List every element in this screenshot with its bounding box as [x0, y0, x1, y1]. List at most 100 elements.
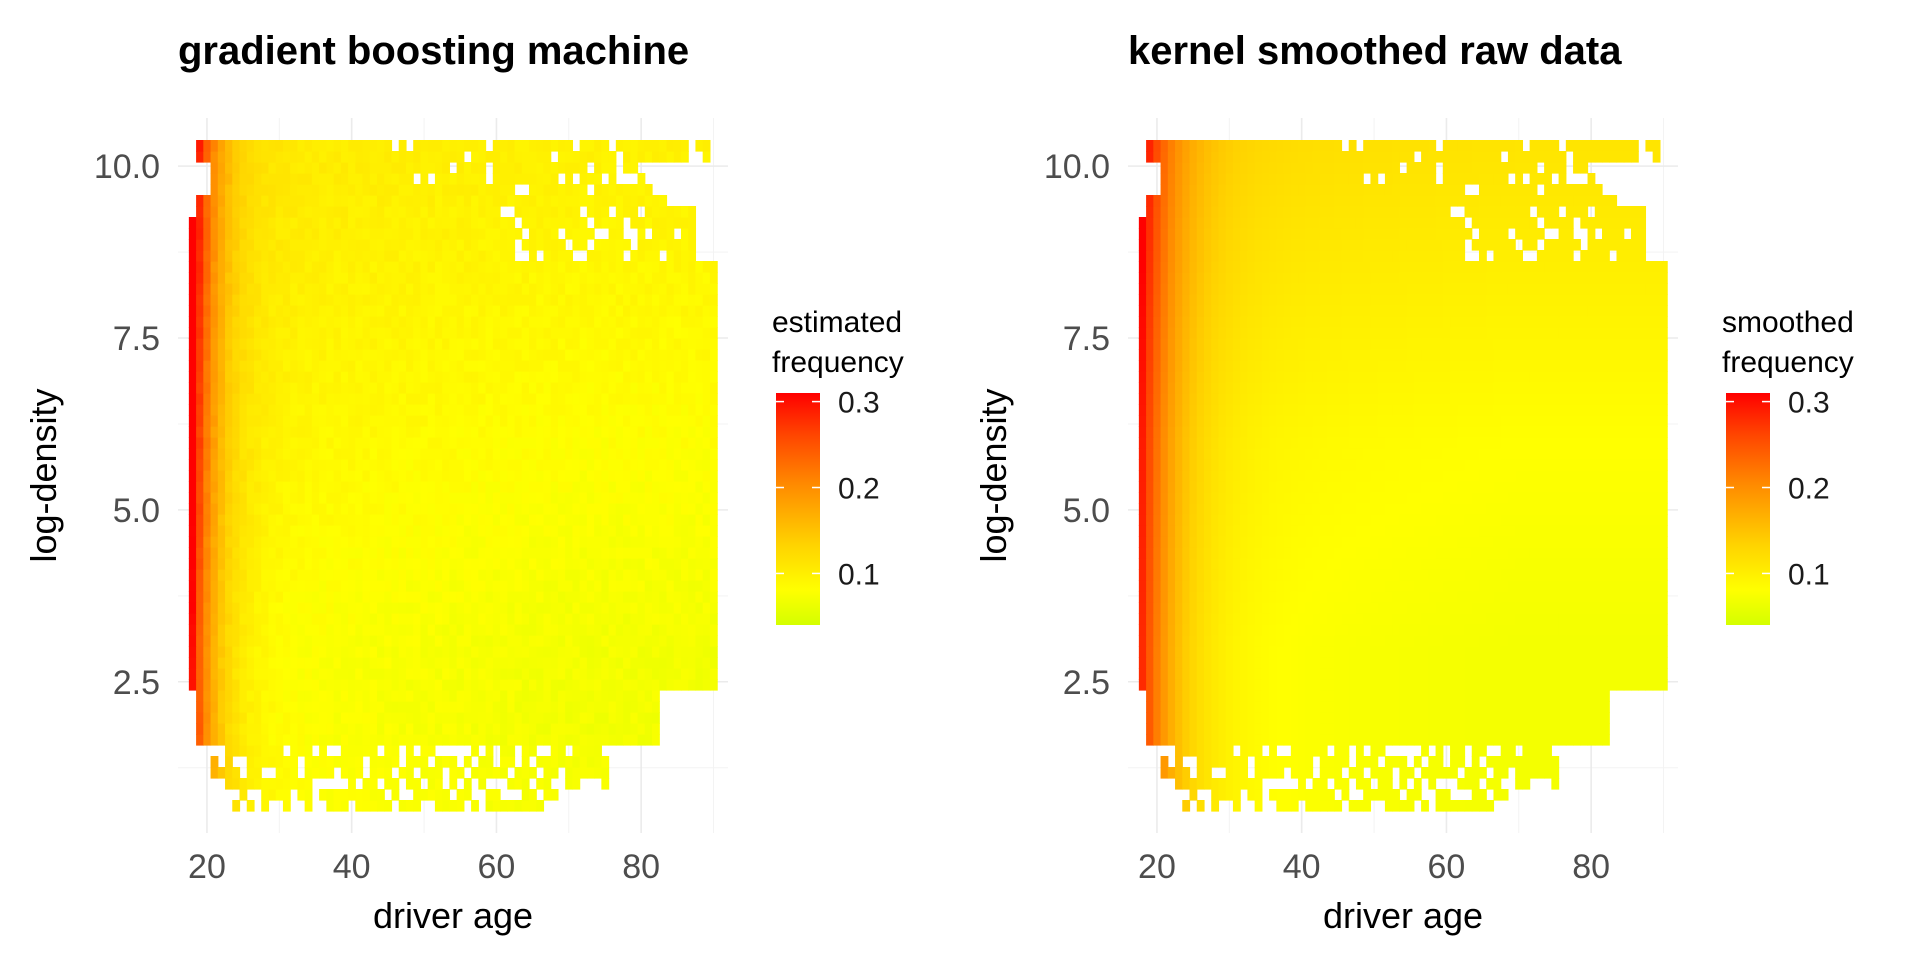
heatmap-cell: [688, 305, 696, 317]
heatmap-cell: [515, 503, 523, 515]
heatmap-cell: [428, 481, 436, 493]
heatmap-cell: [638, 338, 646, 350]
heatmap-cell: [218, 437, 226, 449]
heatmap-cell: [449, 668, 457, 680]
heatmap-cell: [464, 547, 472, 559]
heatmap-cell: [391, 261, 399, 273]
heatmap-cell: [558, 745, 566, 757]
heatmap-cell: [478, 679, 486, 691]
heatmap-cell: [688, 360, 696, 372]
heatmap-cell: [652, 283, 660, 295]
heatmap-cell: [507, 569, 515, 581]
heatmap-cell: [587, 536, 595, 548]
heatmap-cell: [543, 756, 551, 768]
heatmap-cell: [1493, 701, 1501, 713]
heatmap-cell: [370, 140, 378, 152]
heatmap-cell: [305, 767, 313, 779]
heatmap-cell: [645, 492, 653, 504]
heatmap-cell: [1161, 734, 1169, 746]
heatmap-cell: [536, 239, 544, 251]
heatmap-cell: [232, 646, 240, 658]
heatmap-cell: [1530, 745, 1538, 757]
heatmap-cell: [1588, 668, 1596, 680]
heatmap-cell: [1153, 723, 1161, 735]
heatmap-cell: [464, 195, 472, 207]
heatmap-cell: [652, 470, 660, 482]
heatmap-cell: [384, 195, 392, 207]
heatmap-cell: [297, 305, 305, 317]
heatmap-cell: [507, 393, 515, 405]
heatmap-cell: [558, 250, 566, 262]
heatmap-cell: [341, 393, 349, 405]
heatmap-cell: [1313, 701, 1321, 713]
heatmap-cell: [334, 789, 342, 801]
heatmap-cell: [659, 580, 667, 592]
heatmap-cell: [449, 239, 457, 251]
heatmap-cell: [276, 712, 284, 724]
heatmap-cell: [486, 349, 494, 361]
heatmap-cell: [543, 250, 551, 262]
heatmap-cell: [420, 327, 428, 339]
heatmap-cell: [478, 569, 486, 581]
heatmap-cell: [1544, 679, 1552, 691]
heatmap-cell: [377, 217, 385, 229]
heatmap-cell: [283, 228, 291, 240]
heatmap-cell: [406, 415, 414, 427]
heatmap-cell: [254, 162, 262, 174]
heatmap-cell: [1378, 690, 1386, 702]
heatmap-cell: [529, 470, 537, 482]
heatmap-cell: [638, 525, 646, 537]
heatmap-cell: [507, 701, 515, 713]
heatmap-cell: [377, 272, 385, 284]
heatmap-cell: [442, 646, 450, 658]
heatmap-cell: [471, 503, 479, 515]
heatmap-cell: [1218, 778, 1226, 790]
heatmap-cell: [638, 646, 646, 658]
heatmap-cell: [341, 646, 349, 658]
heatmap-cell: [247, 305, 255, 317]
heatmap-cell: [355, 800, 363, 812]
heatmap-cell: [457, 767, 465, 779]
heatmap-cell: [261, 591, 269, 603]
heatmap-cell: [616, 646, 624, 658]
heatmap-cell: [587, 690, 595, 702]
heatmap-cell: [442, 525, 450, 537]
heatmap-cell: [1486, 734, 1494, 746]
heatmap-cell: [1414, 635, 1422, 647]
heatmap-cell: [652, 701, 660, 713]
heatmap-cell: [290, 602, 298, 614]
heatmap-cell: [1182, 635, 1190, 647]
heatmap-cell: [623, 470, 631, 482]
heatmap-cell: [659, 272, 667, 284]
heatmap-cell: [609, 536, 617, 548]
heatmap-cell: [1204, 668, 1212, 680]
heatmap-cell: [406, 756, 414, 768]
heatmap-cell: [326, 294, 334, 306]
heatmap-cell: [478, 558, 486, 570]
heatmap-cell: [529, 514, 537, 526]
heatmap-cell: [442, 624, 450, 636]
heatmap-cell: [703, 635, 711, 647]
heatmap-cell: [507, 217, 515, 229]
heatmap-cell: [630, 283, 638, 295]
heatmap-cell: [261, 217, 269, 229]
heatmap-cell: [457, 602, 465, 614]
heatmap-cell: [435, 239, 443, 251]
heatmap-cell: [384, 767, 392, 779]
heatmap-cell: [587, 668, 595, 680]
heatmap-cell: [1508, 701, 1516, 713]
heatmap-cell: [536, 690, 544, 702]
heatmap-cell: [478, 723, 486, 735]
heatmap-cell: [355, 382, 363, 394]
heatmap-cell: [1356, 712, 1364, 724]
heatmap-cell: [1247, 778, 1255, 790]
heatmap-cell: [428, 294, 436, 306]
heatmap-cell: [457, 305, 465, 317]
heatmap-cell: [189, 668, 197, 680]
heatmap-cell: [500, 393, 508, 405]
heatmap-cell: [536, 272, 544, 284]
heatmap-cell: [536, 756, 544, 768]
heatmap-cell: [399, 371, 407, 383]
heatmap-cell: [276, 723, 284, 735]
heatmap-cell: [507, 140, 515, 152]
